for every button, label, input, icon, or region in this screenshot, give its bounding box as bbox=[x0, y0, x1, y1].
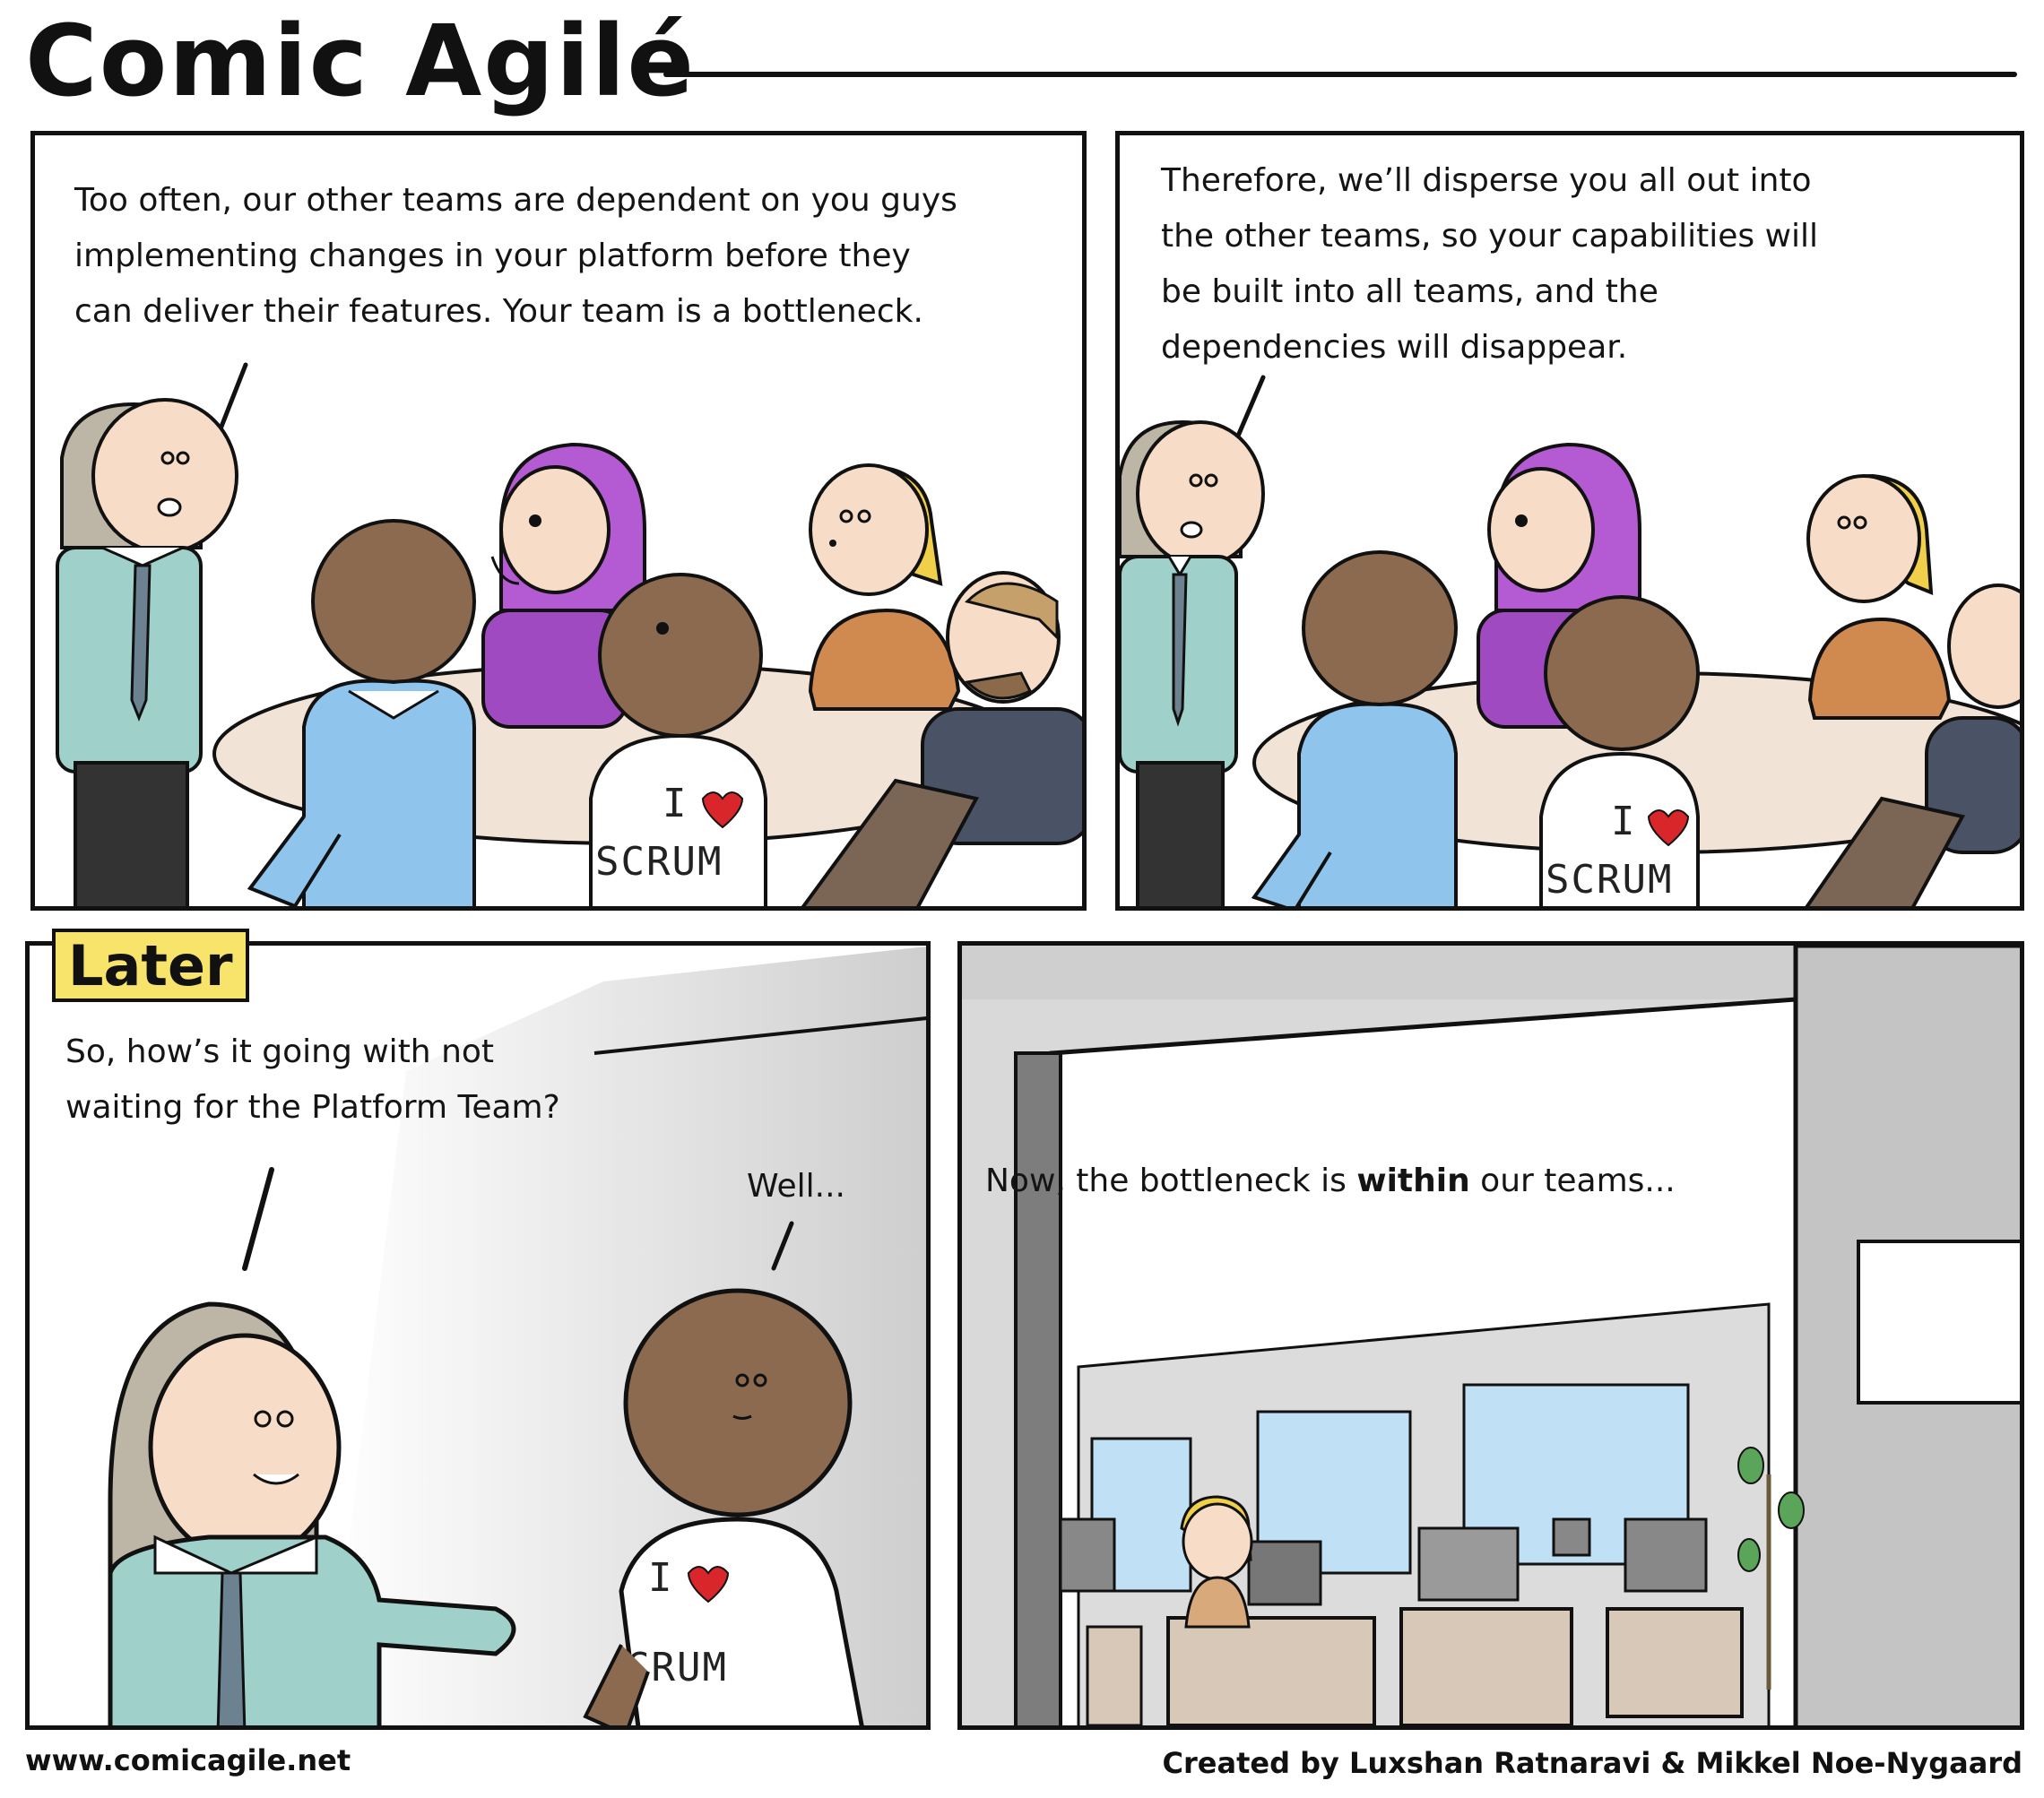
panel-4-art bbox=[962, 946, 2020, 1725]
shirt-text-i: I bbox=[648, 1555, 674, 1601]
speech-line: dependencies will disappear. bbox=[1161, 329, 1628, 366]
panel-2-art: I SCRUM bbox=[1120, 375, 2020, 906]
panel-3-art: I CRUM bbox=[108, 947, 926, 1725]
panel-2: I SCRUM Therefore, we’ll disperse you al… bbox=[1115, 131, 2024, 911]
shirt-text-scrum: SCRUM bbox=[1546, 857, 1673, 903]
speech-prefix: Now, the bottleneck is bbox=[985, 1163, 1357, 1199]
speech-line: Therefore, we’ll disperse you all out in… bbox=[1161, 162, 1812, 199]
panel-4-speech: Now, the bottleneck is within our teams.… bbox=[985, 1154, 1676, 1209]
speech-line: waiting for the Platform Team? bbox=[65, 1089, 560, 1126]
panel-1-art: I SCRUM bbox=[56, 362, 1082, 906]
title-rule bbox=[663, 72, 2017, 77]
panel-3-reply: Well... bbox=[747, 1168, 845, 1205]
panel-1-speech: Too often, our other teams are dependent… bbox=[74, 173, 957, 340]
shirt-text-i: I bbox=[663, 781, 689, 826]
later-caption: Later bbox=[52, 929, 249, 1003]
panel-3: I CRUM So, how’s it going with not waiti… bbox=[25, 941, 931, 1730]
panel-3-speech: So, how’s it going with not waiting for … bbox=[65, 1024, 560, 1136]
panel-1: I SCRUM Too often, our other teams are d… bbox=[30, 131, 1087, 911]
speech-line: Too often, our other teams are dependent… bbox=[74, 182, 957, 219]
footer-website[interactable]: www.comicagile.net bbox=[25, 1743, 351, 1777]
speech-line: be built into all teams, and the bbox=[1161, 273, 1659, 310]
speech-line: So, how’s it going with not bbox=[65, 1033, 495, 1070]
comic-title: Comic Agilé bbox=[25, 4, 697, 118]
panel-2-speech: Therefore, we’ll disperse you all out in… bbox=[1161, 153, 1818, 376]
shirt-text-i: I bbox=[1611, 799, 1637, 844]
shirt-text-scrum: SCRUM bbox=[595, 839, 723, 885]
speech-emphasis: within bbox=[1356, 1163, 1470, 1199]
speech-line: can deliver their features. Your team is… bbox=[74, 293, 923, 330]
speech-suffix: our teams... bbox=[1469, 1163, 1676, 1199]
speech-line: implementing changes in your platform be… bbox=[74, 238, 911, 274]
panel-4: Now, the bottleneck is within our teams.… bbox=[957, 941, 2024, 1730]
speech-line: the other teams, so your capabilities wi… bbox=[1161, 218, 1819, 255]
footer-credits: Created by Luxshan Ratnaravi & Mikkel No… bbox=[1162, 1746, 2022, 1780]
